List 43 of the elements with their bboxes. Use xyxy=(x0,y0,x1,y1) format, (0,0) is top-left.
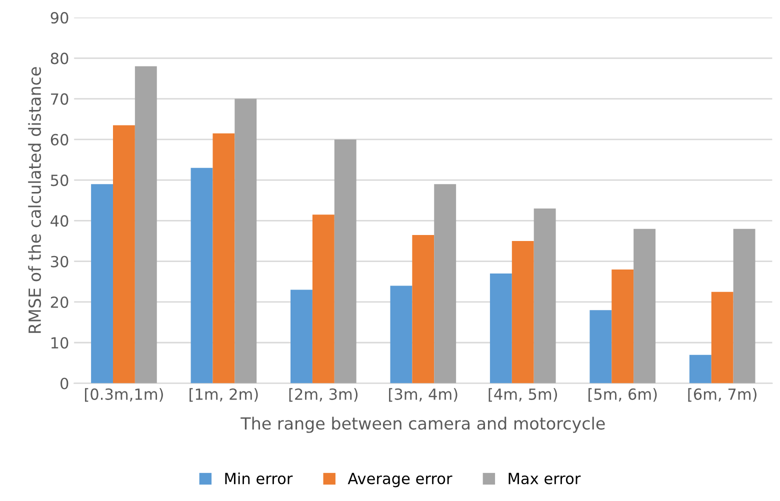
y-tick-label: 80 xyxy=(50,52,68,64)
x-tick-label: [1m, 2m) xyxy=(190,388,258,402)
x-tick-label: [5m, 6m) xyxy=(588,388,657,402)
bar xyxy=(312,214,334,384)
bar xyxy=(134,66,157,384)
bar xyxy=(733,228,756,384)
y-tick-label: 0 xyxy=(60,378,68,390)
legend-label: Min error xyxy=(225,472,293,484)
bar xyxy=(390,286,412,384)
y-tick-label: 70 xyxy=(51,93,68,105)
bar xyxy=(334,139,356,384)
x-tick-label: [0.3m,1m) xyxy=(85,388,163,402)
bar xyxy=(434,184,456,384)
y-axis-title: RMSE of the calculated distance xyxy=(28,67,42,333)
bar xyxy=(190,168,213,384)
legend-label: Max error xyxy=(508,472,581,484)
bar xyxy=(634,228,656,384)
y-tick-label: 50 xyxy=(50,174,68,186)
x-tick-label: [2m, 3m) xyxy=(289,388,358,402)
bar xyxy=(711,292,734,384)
y-tick-label: 10 xyxy=(51,337,68,349)
bar xyxy=(112,125,135,384)
y-tick-label: 20 xyxy=(50,296,68,308)
y-tick-label: 60 xyxy=(50,134,68,146)
bar xyxy=(290,290,312,384)
bar xyxy=(234,98,257,384)
y-tick-label: 90 xyxy=(50,12,68,24)
legend-label: Average error xyxy=(348,472,452,488)
bar xyxy=(212,133,235,384)
bar xyxy=(612,269,634,384)
y-tick-label: 40 xyxy=(50,215,68,227)
y-tick-label: 30 xyxy=(50,256,68,268)
bar xyxy=(689,354,712,384)
x-axis-title: The range between camera and motorcycle xyxy=(240,416,605,433)
bar xyxy=(412,234,434,384)
bar xyxy=(534,208,556,384)
bar xyxy=(512,241,534,384)
bar xyxy=(91,184,113,384)
bar xyxy=(490,274,512,384)
bar xyxy=(590,310,612,384)
x-tick-label: [4m, 5m) xyxy=(488,388,557,402)
x-tick-label: [3m, 4m) xyxy=(389,388,458,402)
x-tick-label: [6m, 7m) xyxy=(688,388,756,402)
